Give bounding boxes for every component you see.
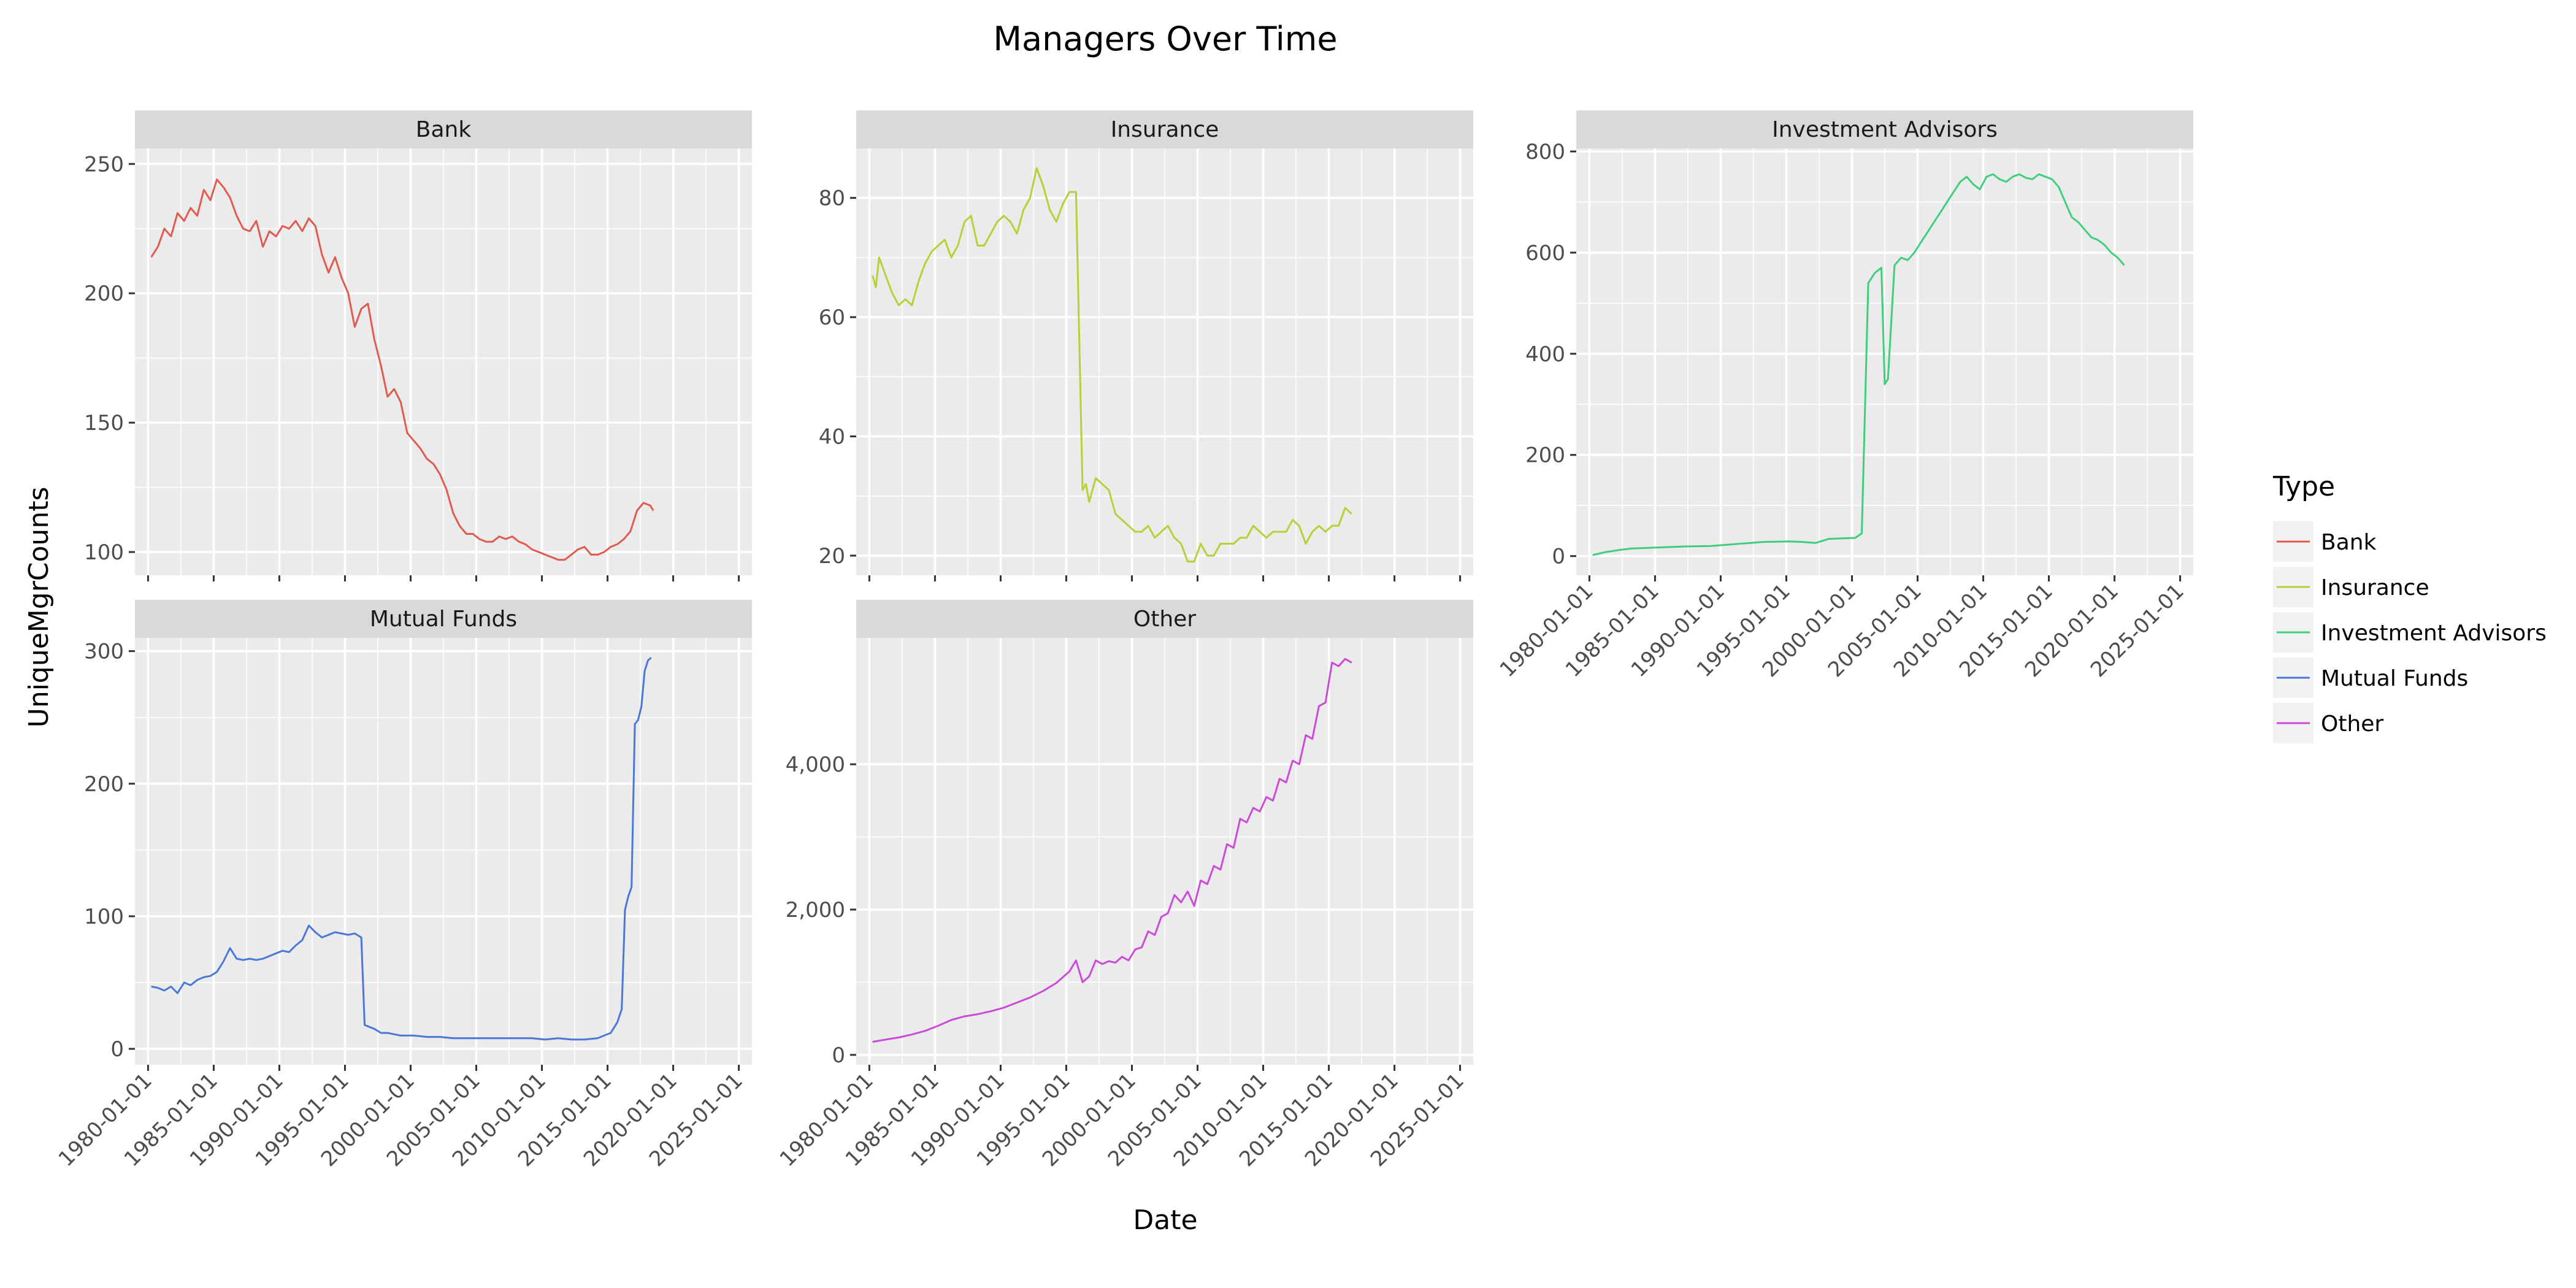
chart-title: Managers Over Time xyxy=(993,20,1337,58)
y-tick-label: 40 xyxy=(819,425,845,450)
x-axis-title: Date xyxy=(1133,1205,1197,1236)
y-tick-label: 250 xyxy=(84,152,124,177)
legend-item: Insurance xyxy=(2273,567,2429,607)
y-tick-label: 80 xyxy=(819,186,845,211)
y-tick-label: 100 xyxy=(84,540,124,565)
y-tick-label: 200 xyxy=(84,772,124,797)
series-line-other xyxy=(872,657,1352,1043)
panel-mutual-funds: Mutual Funds1980-01-011985-01-011990-01-… xyxy=(54,600,752,1171)
y-tick-label: 2,000 xyxy=(786,898,845,922)
y-tick-label: 100 xyxy=(84,905,124,929)
facet-panels: Bank 100 150 200 250 Insurance 20 40 60 80 Investm… xyxy=(54,110,2193,1171)
facet-strip-label: Other xyxy=(1133,607,1196,632)
facet-strip xyxy=(1576,110,2193,148)
facet-strip-label: Bank xyxy=(416,117,472,142)
panel-bank: Bank 100 150 200 250 xyxy=(84,110,752,581)
legend-label: Bank xyxy=(2321,530,2377,555)
facet-strip-label: Mutual Funds xyxy=(370,607,517,632)
y-tick-label: 0 xyxy=(1552,545,1565,569)
panel-investment-advisors: Investment Advisors1980-01-011985-01-011… xyxy=(1495,110,2193,682)
y-tick-label: 60 xyxy=(819,305,845,330)
y-tick-label: 200 xyxy=(84,282,124,306)
y-tick-label: 20 xyxy=(819,544,845,569)
facet-strip-label: Insurance xyxy=(1111,117,1219,142)
legend-title: Type xyxy=(2272,471,2335,502)
facet-strip xyxy=(856,110,1473,148)
legend-label: Investment Advisors xyxy=(2321,621,2547,646)
y-tick-label: 150 xyxy=(84,411,124,435)
panel-other: Other1980-01-011985-01-011990-01-011995-… xyxy=(775,600,1473,1171)
y-tick-label: 200 xyxy=(1525,443,1565,468)
y-tick-label: 300 xyxy=(84,640,124,664)
series-line-mutual-funds xyxy=(151,657,652,1041)
legend-item: Investment Advisors xyxy=(2273,612,2547,653)
legend: Type Bank Insurance Investment Advisors Mut… xyxy=(2272,471,2547,743)
facet-strip xyxy=(135,110,752,148)
series-line-insurance xyxy=(872,167,1352,563)
facet-strip-label: Investment Advisors xyxy=(1772,117,1998,142)
y-tick-label: 400 xyxy=(1525,342,1565,367)
legend-item: Mutual Funds xyxy=(2273,657,2468,698)
y-tick-label: 600 xyxy=(1525,241,1565,266)
facet-strip xyxy=(856,600,1473,638)
legend-label: Other xyxy=(2321,711,2383,737)
panel-insurance: Insurance 20 40 60 80 xyxy=(819,110,1473,581)
series-line-bank xyxy=(150,178,654,561)
y-tick-label: 4,000 xyxy=(786,753,845,777)
legend-label: Insurance xyxy=(2321,575,2429,600)
legend-item: Other xyxy=(2273,703,2383,743)
legend-item: Bank xyxy=(2273,521,2377,562)
legend-label: Mutual Funds xyxy=(2321,666,2468,691)
facet-strip xyxy=(135,600,752,638)
y-tick-label: 0 xyxy=(832,1043,845,1068)
series-line-investment-advisors xyxy=(1592,173,2125,556)
y-axis-title: UniqueMgrCounts xyxy=(23,487,55,728)
y-tick-label: 800 xyxy=(1525,140,1565,164)
y-tick-label: 0 xyxy=(110,1037,124,1062)
